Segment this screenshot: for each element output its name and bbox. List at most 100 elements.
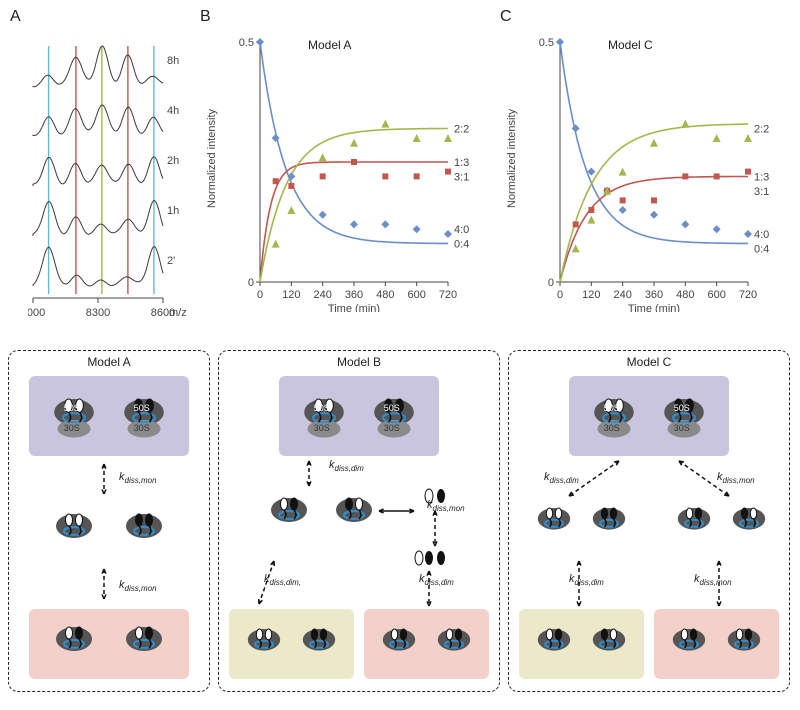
svg-text:480: 480 — [676, 289, 694, 301]
svg-text:0:4: 0:4 — [754, 243, 769, 255]
svg-text:120: 120 — [582, 289, 600, 301]
svg-text:3:1: 3:1 — [754, 186, 769, 198]
svg-text:2:2: 2:2 — [754, 123, 769, 135]
panel-b: B Model A Normalized intensity 00.501202… — [198, 8, 488, 328]
panel-c-label: C — [500, 8, 512, 26]
dg-a-top-svg: 50S 30S 50S 30S — [29, 376, 189, 456]
block-c-bl — [519, 609, 644, 679]
svg-text:4:0: 4:0 — [754, 229, 769, 241]
svg-text:240: 240 — [313, 289, 331, 301]
svg-text:50S: 50S — [64, 403, 80, 413]
svg-text:0: 0 — [257, 289, 263, 301]
svg-text:50S: 50S — [604, 403, 620, 413]
svg-text:30S: 30S — [674, 423, 690, 433]
block-b-top: 50S 30S 50S 30S — [279, 376, 439, 456]
block-a-top: 50S 30S 50S 30S — [29, 376, 189, 456]
block-b-bl — [229, 609, 354, 679]
svg-text:m/z: m/z — [169, 307, 187, 319]
panel-a-spectra: 2'1h2h4h8h800083008600m/z — [28, 26, 178, 306]
figure-root: A 2'1h2h4h8h800083008600m/z B Model A No… — [0, 0, 800, 710]
k-b-1: kdiss,dim — [329, 459, 364, 473]
block-a-bottom — [29, 609, 189, 679]
k-c-4: kdiss,mon — [694, 573, 732, 587]
svg-text:30S: 30S — [64, 423, 80, 433]
svg-text:600: 600 — [407, 289, 425, 301]
diagram-model-c: Model C 50S 30S 50S 30S kdiss,dim kdiss,mon… — [508, 350, 790, 692]
panel-b-svg: 0 0.5 0 120 240 360 480 600 720 Time (min) 2:2 1:3 3… — [238, 32, 488, 312]
svg-text:600: 600 — [707, 289, 725, 301]
dg-b-br-svg — [364, 609, 489, 679]
svg-text:0: 0 — [248, 277, 254, 289]
dg-a-bot-svg — [29, 609, 189, 679]
panel-a-label: A — [10, 8, 21, 26]
svg-text:8000: 8000 — [28, 307, 45, 319]
block-b-br — [364, 609, 489, 679]
svg-text:360: 360 — [345, 289, 363, 301]
dg-b-mid-svg — [219, 456, 499, 616]
svg-text:8h: 8h — [167, 55, 179, 67]
svg-text:240: 240 — [613, 289, 631, 301]
diagram-b-title: Model B — [219, 355, 499, 369]
svg-text:4h: 4h — [167, 105, 179, 117]
k-a-1: kdiss,mon — [119, 471, 157, 485]
top-row: A 2'1h2h4h8h800083008600m/z B Model A No… — [8, 8, 792, 338]
svg-text:Time (min): Time (min) — [628, 303, 680, 312]
svg-text:3:1: 3:1 — [454, 171, 469, 183]
svg-text:1:3: 1:3 — [454, 157, 469, 169]
svg-text:30S: 30S — [604, 423, 620, 433]
svg-text:2h: 2h — [167, 155, 179, 167]
k-c-2: kdiss,mon — [717, 471, 755, 485]
svg-text:2:2: 2:2 — [454, 123, 469, 135]
svg-text:360: 360 — [645, 289, 663, 301]
block-c-br — [654, 609, 779, 679]
svg-text:30S: 30S — [314, 423, 330, 433]
svg-text:4:0: 4:0 — [454, 224, 469, 236]
svg-text:120: 120 — [282, 289, 300, 301]
k-c-3: kdiss,dim — [569, 573, 604, 587]
svg-text:0: 0 — [548, 277, 554, 289]
svg-text:30S: 30S — [384, 423, 400, 433]
diagram-c-title: Model C — [509, 355, 789, 369]
svg-text:1:3: 1:3 — [754, 171, 769, 183]
k-a-2: kdiss,mon — [119, 579, 157, 593]
dg-c-top-svg: 50S 30S 50S 30S — [569, 376, 729, 456]
diagram-a-title: Model A — [9, 355, 209, 369]
svg-text:1h: 1h — [167, 205, 179, 217]
svg-text:2': 2' — [167, 255, 175, 267]
svg-text:50S: 50S — [674, 403, 690, 413]
svg-text:0.5: 0.5 — [239, 37, 254, 49]
dg-b-bl-svg — [229, 609, 354, 679]
panel-b-label: B — [200, 8, 211, 26]
svg-text:50S: 50S — [134, 403, 150, 413]
diagram-model-b: Model B 50S 30S 50S 30S kdiss,dim kdiss,mon… — [218, 350, 500, 692]
bottom-row: Model A 50S 30S 50S 30S kdiss,mon kdiss,mon… — [8, 350, 792, 700]
panel-c-svg: 0 0.5 0 120 240 360 480 600 720 Time (min) 2:2 1:3 3… — [538, 32, 788, 312]
svg-text:30S: 30S — [134, 423, 150, 433]
panel-a-svg: 2'1h2h4h8h800083008600m/z — [28, 26, 188, 326]
block-c-top: 50S 30S 50S 30S — [569, 376, 729, 456]
k-b-4: kdiss,dim — [419, 573, 454, 587]
dg-c-br-svg — [654, 609, 779, 679]
svg-text:50S: 50S — [314, 403, 330, 413]
svg-text:50S: 50S — [384, 403, 400, 413]
k-b-3: kdiss,dim, — [264, 573, 301, 587]
diagram-model-a: Model A 50S 30S 50S 30S kdiss,mon kdiss,mon — [8, 350, 210, 692]
svg-text:720: 720 — [739, 289, 757, 301]
panel-a: A 2'1h2h4h8h800083008600m/z — [8, 8, 188, 328]
svg-text:720: 720 — [439, 289, 457, 301]
dg-c-bl-svg — [519, 609, 644, 679]
svg-text:Time (min): Time (min) — [328, 303, 380, 312]
panel-c-plot: 00.50120240360480600720Time (min)2:21:33… — [538, 32, 748, 282]
svg-text:0: 0 — [557, 289, 563, 301]
svg-text:0.5: 0.5 — [539, 37, 554, 49]
panel-b-plot: 00.50120240360480600720Time (min)2:21:33… — [238, 32, 448, 282]
panel-c-ylabel: Normalized intensity — [506, 109, 518, 208]
dg-a-mid-svg — [9, 459, 209, 609]
svg-text:480: 480 — [376, 289, 394, 301]
svg-text:0:4: 0:4 — [454, 239, 469, 251]
k-b-2: kdiss,mon — [427, 499, 465, 513]
panel-c: C Model C Normalized intensity 00.501202… — [498, 8, 788, 328]
k-c-1: kdiss,dim — [544, 471, 579, 485]
svg-text:8300: 8300 — [86, 307, 110, 319]
dg-b-top-svg: 50S 30S 50S 30S — [279, 376, 439, 456]
